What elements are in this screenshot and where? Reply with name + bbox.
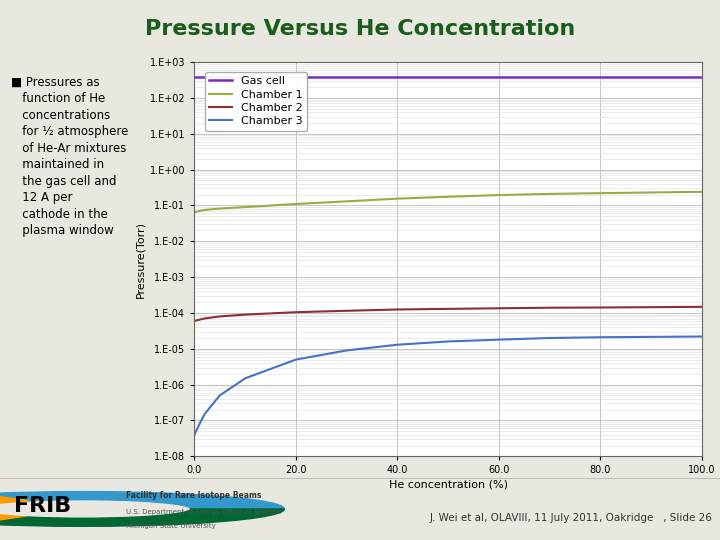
Wedge shape xyxy=(0,509,284,526)
Line: Chamber 2: Chamber 2 xyxy=(194,307,702,321)
Gas cell xyxy=(495,74,503,80)
Chamber 1 xyxy=(546,191,554,197)
Chamber 3 xyxy=(546,335,554,341)
Wedge shape xyxy=(0,494,29,524)
Text: U.S. Department of Energy Office of Science: U.S. Department of Energy Office of Scie… xyxy=(126,509,281,515)
Chamber 3 xyxy=(698,333,706,340)
Gas cell xyxy=(393,74,402,80)
Chamber 2 xyxy=(215,313,224,320)
Chamber 2 xyxy=(190,318,199,324)
Chamber 1 xyxy=(190,209,199,215)
Y-axis label: Pressure(Torr): Pressure(Torr) xyxy=(135,221,145,298)
Text: J. Wei et al, OLAVIII, 11 July 2011, Oakridge   , Slide 26: J. Wei et al, OLAVIII, 11 July 2011, Oak… xyxy=(430,513,713,523)
Gas cell xyxy=(195,74,204,80)
Gas cell xyxy=(698,74,706,80)
Chamber 3 xyxy=(200,411,209,417)
Text: ■ Pressures as
   function of He
   concentrations
   for ½ atmosphere
   of He-: ■ Pressures as function of He concentrat… xyxy=(11,76,128,237)
Chamber 3 xyxy=(495,336,503,343)
Chamber 1 xyxy=(647,189,656,195)
Gas cell xyxy=(596,74,605,80)
Gas cell xyxy=(190,74,199,80)
Chamber 1 xyxy=(215,205,224,212)
Chamber 1 xyxy=(596,190,605,197)
Chamber 1 xyxy=(343,198,351,205)
Wedge shape xyxy=(0,491,284,509)
Chamber 1 xyxy=(698,188,706,195)
Line: Chamber 1: Chamber 1 xyxy=(194,192,702,212)
Chamber 2 xyxy=(240,312,250,318)
Chamber 1 xyxy=(393,195,402,202)
Gas cell xyxy=(200,74,209,80)
Text: Pressure Versus He Concentration: Pressure Versus He Concentration xyxy=(145,19,575,39)
Gas cell xyxy=(647,74,656,80)
Chamber 1 xyxy=(292,201,300,207)
Chamber 3 xyxy=(444,338,453,345)
Gas cell xyxy=(444,74,453,80)
Text: Facility for Rare Isotope Beams: Facility for Rare Isotope Beams xyxy=(126,491,261,500)
Gas cell xyxy=(240,74,250,80)
Chamber 3 xyxy=(190,431,199,438)
Chamber 2 xyxy=(495,305,503,312)
Gas cell xyxy=(292,74,300,80)
Chamber 2 xyxy=(292,309,300,315)
Chamber 1 xyxy=(195,208,204,214)
Chamber 3 xyxy=(393,341,402,348)
Chamber 3 xyxy=(240,375,250,382)
Chamber 3 xyxy=(596,334,605,341)
Chamber 1 xyxy=(495,192,503,198)
X-axis label: He concentration (%): He concentration (%) xyxy=(389,480,508,489)
Chamber 2 xyxy=(393,306,402,313)
Chamber 3 xyxy=(292,356,300,363)
Chamber 2 xyxy=(444,306,453,312)
Chamber 2 xyxy=(596,304,605,310)
Text: FRIB: FRIB xyxy=(14,496,72,516)
Chamber 2 xyxy=(698,303,706,310)
Chamber 2 xyxy=(195,316,204,323)
Chamber 2 xyxy=(647,304,656,310)
Line: Chamber 3: Chamber 3 xyxy=(194,336,702,435)
Chamber 3 xyxy=(343,347,351,354)
Chamber 1 xyxy=(200,207,209,213)
Text: Michigan State University: Michigan State University xyxy=(126,523,216,529)
Gas cell xyxy=(546,74,554,80)
Gas cell xyxy=(215,74,224,80)
Legend: Gas cell, Chamber 1, Chamber 2, Chamber 3: Gas cell, Chamber 1, Chamber 2, Chamber … xyxy=(205,72,307,131)
Chamber 3 xyxy=(195,421,204,427)
Chamber 3 xyxy=(647,334,656,340)
Chamber 1 xyxy=(444,193,453,200)
Chamber 2 xyxy=(343,308,351,314)
Chamber 1 xyxy=(240,204,250,210)
Chamber 2 xyxy=(200,315,209,322)
Gas cell xyxy=(343,74,351,80)
Chamber 2 xyxy=(546,305,554,311)
Chamber 3 xyxy=(215,392,224,399)
